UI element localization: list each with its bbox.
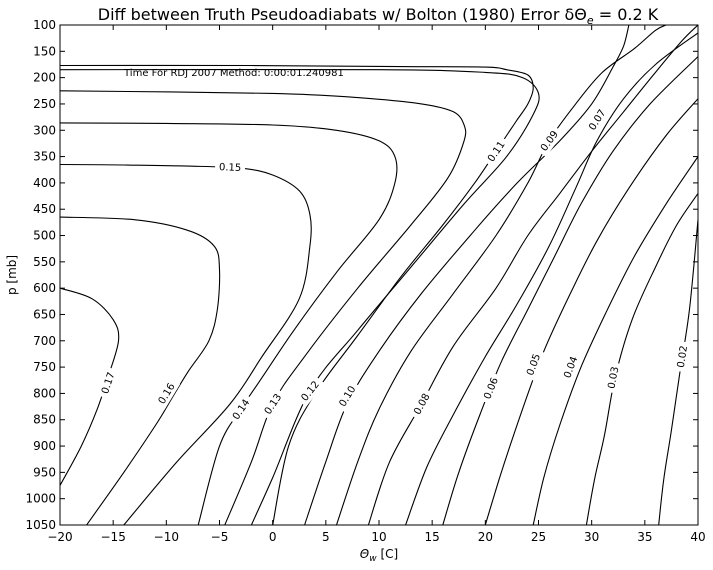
x-tick-label: 10 [371, 530, 386, 544]
x-tick-label: −10 [154, 530, 179, 544]
y-tick-label: 650 [33, 307, 56, 321]
contour-label-0.03: 0.03 [603, 361, 623, 394]
y-tick-label: 700 [33, 334, 56, 348]
contour-line-0.05 [484, 98, 698, 525]
y-axis-ticks: 100 150 200 250 300 350 400 450 500 550 600 650 700 7… [25, 18, 698, 532]
x-tick-label: −5 [211, 530, 229, 544]
y-tick-label: 250 [33, 97, 56, 111]
y-tick-label: 1050 [25, 518, 56, 532]
x-tick-label: 25 [531, 530, 546, 544]
contour-label-0.11: 0.11 [481, 134, 511, 168]
y-tick-label: 900 [33, 439, 56, 453]
contour-line-0.16 [60, 216, 221, 525]
y-tick-label: 750 [33, 360, 56, 374]
contour-line-0.14 [60, 122, 398, 525]
x-tick-label: 15 [425, 530, 440, 544]
contour-line-0.17 [60, 287, 120, 486]
contour-label-0.05: 0.05 [521, 348, 545, 381]
contour-label-text: 0.03 [606, 366, 621, 390]
y-tick-label: 800 [33, 386, 56, 400]
y-tick-label: 450 [33, 202, 56, 216]
contour-label-0.14: 0.14 [226, 392, 255, 426]
y-axis-label: p [mb] [5, 255, 19, 295]
contour-label-0.15: 0.15 [214, 159, 246, 175]
contour-label-text: 0.02 [676, 345, 690, 369]
plot-frame [59, 24, 699, 526]
x-tick-label: 30 [584, 530, 599, 544]
y-tick-label: 200 [33, 71, 56, 85]
contour-label-0.02: 0.02 [672, 340, 692, 373]
contour-label-0.08: 0.08 [408, 387, 435, 421]
x-tick-label: 5 [322, 530, 330, 544]
contour-line-0.07 [405, 32, 698, 525]
x-tick-label: 35 [637, 530, 652, 544]
y-tick-label: 350 [33, 150, 56, 164]
contour-label-0.06: 0.06 [478, 371, 503, 405]
x-axis-ticks: −20 −15 −10 −5 0 5 10 15 20 25 30 35 40 [47, 25, 706, 544]
contour-label-0.17: 0.17 [96, 366, 120, 400]
contour-label-text: 0.15 [219, 162, 242, 174]
contour-line-0.13 [60, 90, 467, 525]
contour-lines [60, 25, 698, 525]
y-tick-label: 150 [33, 44, 56, 58]
x-tick-label: 0 [269, 530, 277, 544]
contour-label-0.10: 0.10 [333, 379, 361, 413]
x-tick-label: 20 [478, 530, 493, 544]
contour-label-0.07: 0.07 [583, 103, 611, 137]
contour-labels: 0.17 0.160.150.14 0.130.120.110.100.090.08… [96, 103, 692, 426]
y-tick-label: 550 [33, 255, 56, 269]
contour-label-text: 0.06 [482, 376, 501, 401]
contour-line-0.02 [658, 219, 698, 525]
x-tick-label: −20 [47, 530, 72, 544]
contour-label-0.13: 0.13 [258, 387, 287, 421]
x-tick-label: 40 [690, 530, 705, 544]
y-tick-label: 600 [33, 281, 56, 295]
y-tick-label: 950 [33, 465, 56, 479]
chart-title: Diff between Truth Pseudoadiabats w/ Bol… [98, 5, 659, 27]
contour-line-0.03 [585, 193, 698, 525]
contour-label-text: 0.08 [412, 392, 432, 417]
timing-annotation: Time For RDJ 2007 Method: 0:00:01.240981 [123, 68, 344, 79]
contour-line-0.06 [442, 56, 698, 525]
x-tick-label: −15 [101, 530, 126, 544]
contour-label-0.04: 0.04 [558, 350, 583, 384]
contour-line-0.11 [60, 64, 534, 525]
contour-label-0.12: 0.12 [295, 374, 325, 407]
y-tick-label: 400 [33, 176, 56, 190]
contour-label-0.16: 0.16 [152, 376, 181, 410]
y-tick-label: 100 [33, 18, 56, 32]
x-axis-label: Θw [C] [360, 547, 398, 564]
y-tick-label: 500 [33, 229, 56, 243]
contour-line-0.09 [335, 25, 667, 525]
contour-line-0.04 [532, 156, 698, 525]
y-tick-label: 300 [33, 123, 56, 137]
contour-line-0.15 [60, 163, 312, 525]
y-tick-label: 850 [33, 413, 56, 427]
y-tick-label: 1000 [25, 492, 56, 506]
